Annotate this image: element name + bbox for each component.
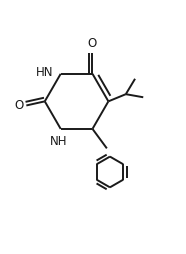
- Text: HN: HN: [36, 66, 54, 79]
- Text: O: O: [88, 37, 97, 50]
- Text: O: O: [14, 99, 23, 112]
- Text: NH: NH: [50, 135, 67, 148]
